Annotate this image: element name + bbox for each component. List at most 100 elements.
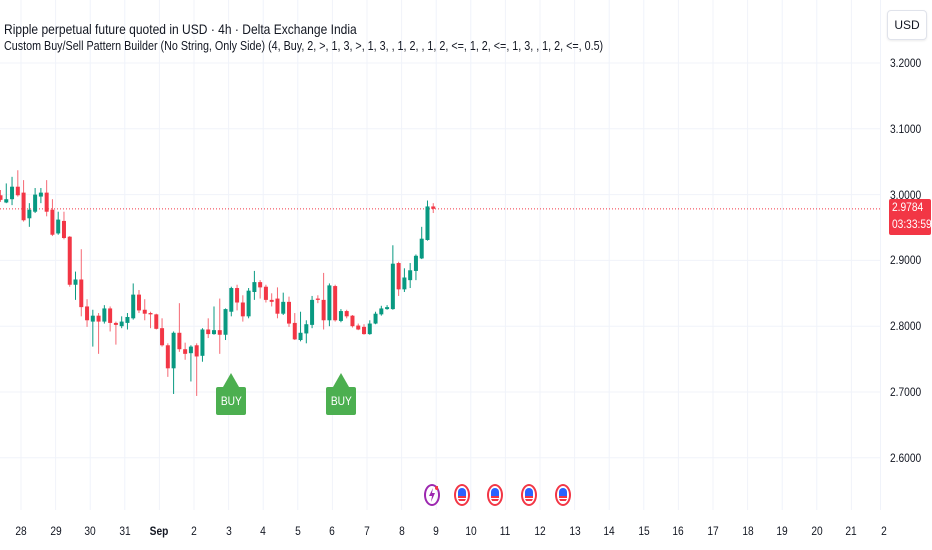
candle-body bbox=[154, 314, 159, 329]
candle-body bbox=[258, 282, 263, 288]
candle-body bbox=[396, 263, 401, 290]
candle bbox=[362, 324, 367, 335]
symbol-title[interactable]: Ripple perpetual future quoted in USD · … bbox=[4, 21, 357, 37]
indicator-legend[interactable]: Custom Buy/Sell Pattern Builder (No Stri… bbox=[4, 39, 604, 53]
candle bbox=[85, 299, 90, 327]
currency-button[interactable]: USD bbox=[887, 10, 927, 40]
candle bbox=[67, 236, 72, 287]
candle-body bbox=[61, 220, 66, 239]
candle-body bbox=[200, 329, 205, 356]
candle bbox=[413, 254, 418, 281]
price-axis[interactable]: USD 3.2000 3.1000 3.0000 2.9000 2.8000 2.7000… bbox=[880, 0, 932, 510]
price-label: 3.1000 bbox=[890, 121, 922, 136]
candle-body bbox=[125, 316, 130, 323]
candle-body bbox=[235, 288, 240, 303]
candle bbox=[258, 280, 263, 299]
candle-body bbox=[362, 326, 367, 335]
candle-body bbox=[246, 290, 251, 317]
time-label: 2 bbox=[881, 524, 887, 538]
candle-body bbox=[85, 306, 90, 321]
time-label: 28 bbox=[15, 524, 27, 538]
candle-body bbox=[142, 309, 147, 314]
candle bbox=[108, 306, 113, 332]
time-label: 10 bbox=[465, 524, 477, 538]
time-label: 19 bbox=[776, 524, 788, 538]
candle-body bbox=[38, 192, 43, 197]
candle bbox=[321, 272, 326, 330]
candle-body bbox=[56, 219, 61, 234]
buy-signal-text: BUY bbox=[220, 394, 242, 408]
candle bbox=[344, 309, 349, 319]
candle bbox=[367, 320, 372, 335]
candle-body bbox=[229, 288, 234, 312]
time-label: 11 bbox=[500, 524, 511, 538]
candle bbox=[125, 313, 130, 330]
candle-body bbox=[402, 277, 407, 290]
candle-body bbox=[217, 330, 222, 335]
candle-body bbox=[327, 285, 332, 321]
candle-body bbox=[431, 206, 436, 209]
candle bbox=[292, 313, 297, 341]
candle bbox=[269, 293, 274, 307]
time-label: 21 bbox=[845, 524, 858, 538]
candle-body bbox=[148, 313, 153, 315]
candle bbox=[402, 268, 407, 292]
candle bbox=[235, 284, 240, 311]
candle bbox=[240, 295, 245, 322]
time-label: 9 bbox=[433, 524, 440, 538]
time-label: 16 bbox=[672, 524, 685, 538]
candle bbox=[90, 309, 95, 347]
candle bbox=[356, 323, 361, 331]
candle bbox=[327, 283, 332, 327]
candle-body bbox=[333, 286, 338, 321]
candle bbox=[61, 211, 66, 240]
bar-countdown: 03:33:59 bbox=[892, 217, 932, 231]
us-flag-icon[interactable] bbox=[555, 484, 571, 506]
candle-body bbox=[425, 206, 430, 241]
lightning-earnings-icon[interactable] bbox=[424, 484, 440, 506]
candle bbox=[373, 311, 378, 325]
candle-body bbox=[223, 309, 228, 335]
candle-body bbox=[27, 209, 32, 219]
candle-body bbox=[171, 332, 176, 369]
candle bbox=[50, 199, 55, 237]
candle-body bbox=[385, 307, 390, 310]
candle bbox=[102, 305, 107, 324]
candle-body bbox=[287, 301, 291, 324]
time-label: 29 bbox=[49, 524, 62, 538]
us-flag-icon[interactable] bbox=[487, 484, 503, 506]
time-label: 5 bbox=[294, 524, 301, 538]
candle bbox=[385, 305, 390, 310]
candle bbox=[379, 305, 384, 316]
candle bbox=[246, 288, 251, 319]
candle-body bbox=[33, 194, 38, 212]
chart-pane[interactable] bbox=[0, 0, 880, 510]
candle-body bbox=[67, 236, 72, 285]
buy-signal-label: BUY bbox=[216, 373, 247, 415]
candle-body bbox=[315, 298, 320, 300]
candle bbox=[206, 318, 211, 339]
candle bbox=[171, 331, 176, 394]
candle-body bbox=[73, 279, 78, 285]
candle-body bbox=[90, 315, 95, 322]
candle bbox=[390, 245, 395, 310]
candle bbox=[431, 203, 436, 214]
candle-body bbox=[240, 302, 245, 317]
us-flag-icon[interactable] bbox=[454, 484, 470, 506]
buy-signal-text: BUY bbox=[330, 394, 352, 408]
candle-body bbox=[304, 324, 309, 334]
candle bbox=[56, 211, 61, 235]
candle bbox=[96, 313, 101, 354]
buy-signal-label: BUY bbox=[325, 373, 356, 415]
candle bbox=[0, 189, 3, 202]
candle-body bbox=[263, 286, 268, 300]
candle bbox=[408, 263, 413, 289]
time-axis[interactable]: 28 29 30 31 Sep 2 3 4 5 6 7 8 9 10 11 12 13 14 15 16 17 18 19 2… bbox=[0, 510, 932, 550]
us-flag-icon[interactable] bbox=[521, 484, 537, 506]
candle-body bbox=[15, 186, 20, 196]
candle-body bbox=[10, 186, 15, 200]
candle bbox=[15, 170, 20, 197]
candlestick-chart bbox=[0, 0, 880, 510]
candle-body bbox=[0, 195, 3, 200]
candle bbox=[229, 286, 234, 317]
